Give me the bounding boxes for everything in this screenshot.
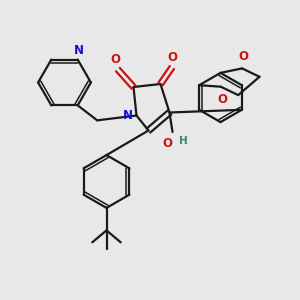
- Text: N: N: [123, 109, 133, 122]
- Text: O: O: [162, 136, 172, 149]
- Text: O: O: [168, 51, 178, 64]
- Text: N: N: [74, 44, 84, 57]
- Text: O: O: [238, 50, 249, 63]
- Text: O: O: [110, 53, 121, 66]
- Text: O: O: [217, 93, 227, 106]
- Text: H: H: [179, 136, 188, 146]
